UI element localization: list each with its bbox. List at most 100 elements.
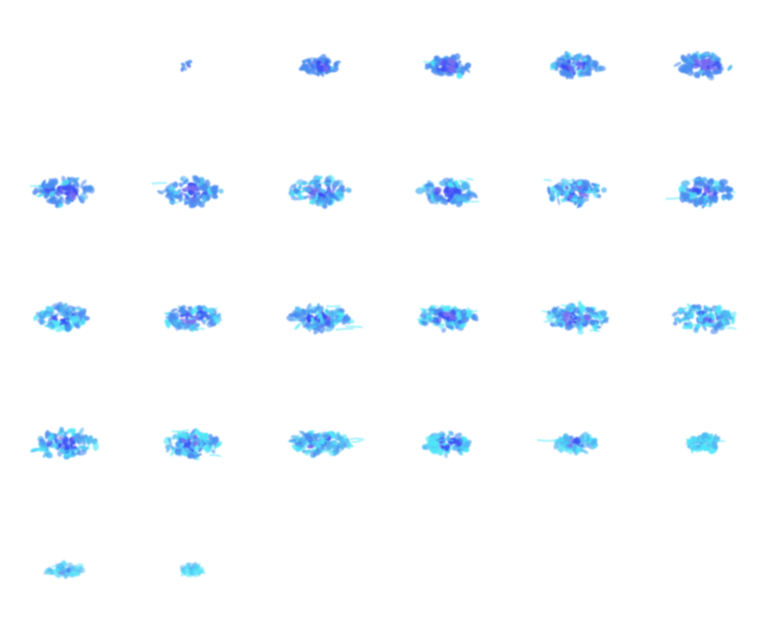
sequence-frame bbox=[640, 378, 768, 504]
cell-blob bbox=[554, 310, 560, 315]
cell-blob bbox=[313, 448, 320, 457]
cell-blob bbox=[185, 562, 190, 571]
cell-streak bbox=[335, 327, 354, 331]
cell-blob bbox=[440, 199, 444, 204]
cell-streak bbox=[309, 440, 322, 445]
cell-blob bbox=[562, 312, 569, 323]
cell-streak bbox=[334, 191, 345, 195]
cell-streak bbox=[543, 319, 560, 323]
cell-streak bbox=[351, 439, 362, 443]
cell-blob bbox=[433, 58, 440, 65]
cell-blob bbox=[211, 193, 218, 200]
cell-blob bbox=[704, 316, 709, 322]
cell-blob bbox=[87, 185, 94, 192]
cell-blob bbox=[218, 188, 224, 194]
cell-blob bbox=[436, 315, 442, 325]
cell-blob bbox=[690, 436, 698, 444]
cell-blob bbox=[190, 324, 196, 332]
cell-blob bbox=[586, 433, 590, 443]
cell-blob bbox=[306, 444, 314, 449]
cell-streak bbox=[52, 569, 64, 572]
cell-cluster-image bbox=[665, 176, 736, 209]
cell-blob bbox=[311, 321, 321, 327]
cell-blob bbox=[430, 440, 440, 448]
cell-blob bbox=[202, 318, 209, 323]
cell-streak bbox=[305, 326, 317, 330]
cell-blob bbox=[718, 186, 726, 193]
cell-blob bbox=[186, 306, 193, 310]
cell-blob bbox=[585, 306, 590, 312]
cell-blob bbox=[196, 305, 203, 311]
cell-blob bbox=[688, 199, 694, 204]
cell-blob bbox=[446, 324, 455, 330]
cell-streak bbox=[430, 305, 439, 308]
cell-blob bbox=[434, 186, 441, 193]
cell-blob bbox=[434, 435, 441, 439]
cell-blob bbox=[179, 443, 184, 448]
cell-blob bbox=[678, 67, 689, 74]
cell-blob bbox=[680, 318, 685, 323]
cell-streak bbox=[423, 186, 435, 189]
sequence-frame bbox=[384, 504, 512, 630]
cell-blob bbox=[63, 321, 68, 326]
cell-blob bbox=[291, 444, 300, 452]
cell-blob bbox=[704, 58, 712, 66]
sequence-frame bbox=[128, 126, 256, 252]
cell-blob bbox=[165, 315, 174, 320]
cell-streak bbox=[57, 449, 76, 452]
cell-blob bbox=[581, 319, 587, 325]
cell-blob bbox=[174, 193, 181, 198]
cell-blob bbox=[45, 452, 53, 459]
sequence-frame bbox=[128, 0, 256, 126]
sequence-frame bbox=[0, 126, 128, 252]
cell-blob bbox=[333, 195, 340, 202]
cell-blob bbox=[317, 196, 323, 201]
cell-blob bbox=[428, 308, 434, 312]
cell-blob bbox=[452, 187, 459, 193]
cell-blob bbox=[181, 447, 187, 457]
cell-blob bbox=[572, 316, 577, 321]
cell-blob bbox=[560, 178, 570, 187]
cell-blob bbox=[178, 437, 187, 444]
cell-blob bbox=[63, 431, 69, 435]
cell-streak bbox=[702, 203, 713, 207]
sequence-frame bbox=[384, 252, 512, 378]
cell-blob bbox=[592, 443, 598, 449]
cell-blob bbox=[328, 450, 336, 457]
cell-blob bbox=[689, 192, 698, 200]
cell-blob bbox=[170, 449, 175, 457]
cell-blob bbox=[718, 178, 729, 186]
cell-blob bbox=[59, 447, 64, 451]
cell-blob bbox=[180, 570, 186, 574]
cell-blob bbox=[45, 305, 55, 313]
cell-blob bbox=[289, 190, 295, 197]
cell-streak bbox=[451, 447, 469, 450]
cell-streak bbox=[589, 329, 601, 332]
cell-blob bbox=[702, 307, 709, 314]
cell-streak bbox=[537, 439, 555, 442]
cell-blob bbox=[173, 321, 179, 328]
cell-blob bbox=[594, 311, 599, 315]
cell-blob bbox=[193, 453, 203, 458]
cell-blob bbox=[425, 189, 430, 196]
cell-blob bbox=[697, 181, 704, 188]
cell-blob bbox=[680, 191, 688, 200]
cell-streak bbox=[326, 304, 341, 308]
cell-blob bbox=[328, 191, 335, 199]
cell-blob bbox=[558, 69, 564, 75]
cell-blob bbox=[701, 434, 707, 441]
cell-blob bbox=[673, 61, 682, 67]
cell-blob bbox=[315, 175, 323, 181]
cell-blob bbox=[306, 302, 312, 312]
cell-blob bbox=[448, 193, 454, 199]
cell-blob bbox=[302, 186, 312, 193]
cell-blob bbox=[53, 443, 59, 450]
cell-cluster-image bbox=[164, 304, 222, 332]
cell-blob bbox=[581, 58, 588, 62]
cell-blob bbox=[321, 447, 327, 454]
cell-blob bbox=[338, 184, 345, 191]
cell-blob bbox=[564, 185, 569, 190]
cell-blob bbox=[575, 446, 582, 454]
cell-blob bbox=[559, 57, 567, 65]
cell-blob bbox=[47, 434, 55, 441]
